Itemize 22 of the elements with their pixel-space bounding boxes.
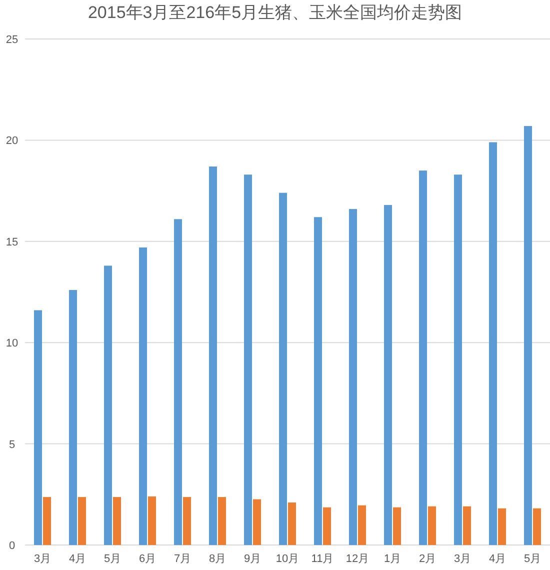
x-tick-label: 12月	[346, 553, 370, 565]
y-tick-label: 0	[8, 540, 16, 552]
x-tick-label: 6月	[138, 553, 156, 565]
x-tick-label: 9月	[244, 553, 262, 565]
x-tick-label: 11月	[311, 553, 334, 565]
x-tick-label: 5月	[104, 553, 122, 565]
x-tick-label: 1月	[384, 553, 402, 565]
x-tick-label: 5月	[524, 553, 542, 565]
x-tick-label: 2月	[418, 553, 436, 565]
x-tick-label: 8月	[208, 553, 226, 565]
x-tick-label: 4月	[68, 553, 86, 565]
y-tick-label: 10	[6, 338, 18, 350]
x-tick-label: 4月	[488, 553, 506, 565]
y-tick-label: 25	[6, 34, 18, 46]
y-tick-label: 5	[8, 438, 16, 451]
x-tick-label: 3月	[34, 553, 52, 565]
x-tick-label: 7月	[174, 553, 192, 565]
x-tick-label: 3月	[454, 553, 472, 565]
x-tick-label: 10月	[276, 553, 300, 565]
y-tick-label: 20	[6, 135, 18, 148]
y-tick-label: 15	[6, 236, 18, 248]
title: 2015年3月至216年5月生猪、玉米全国均价走势图	[88, 3, 462, 22]
